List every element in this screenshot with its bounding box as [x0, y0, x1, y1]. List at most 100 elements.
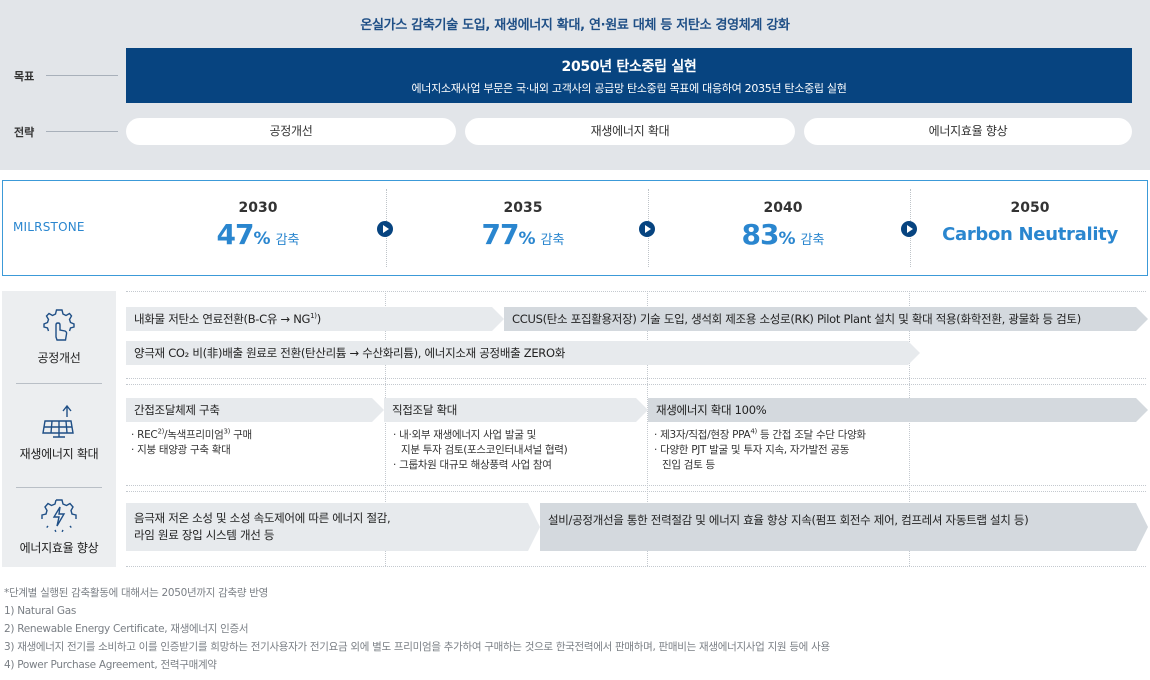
footnote-mark: 3) — [223, 427, 231, 436]
category-label: 재생에너지 확대 — [19, 447, 99, 461]
reduction-number: 77 — [481, 218, 519, 251]
bullet-text: 지붕 태양광 구축 확대 — [137, 444, 231, 456]
process-bar-ccus: CCUS(탄소 포집활용저장) 기술 도입, 생석회 제조용 소성로(RK) P… — [504, 307, 1148, 331]
milestone-2040: 2040 83% 감축 — [655, 181, 911, 275]
strategy-pill-process: 공정개선 — [126, 118, 456, 145]
category-sidebar: 공정개선 재생에너지 확대 에너지효율 향상 — [2, 291, 116, 567]
renewable-bullets-indirect: · REC2)/녹색프리미엄3) 구매 · 지붕 태양광 구축 확대 — [130, 428, 380, 458]
arrow-right-icon — [901, 221, 917, 237]
gear-lightning-icon — [41, 499, 77, 533]
efficiency-bar-anode: 음극재 저온 소성 및 소성 속도제어에 따른 에너지 절감, 라임 원료 장입… — [126, 503, 540, 551]
bar-text: 내화물 저탄소 연료전환(B-C유 → NG — [134, 312, 311, 326]
strategy-label-line — [46, 131, 118, 132]
goal-box: 2050년 탄소중립 실현 에너지소재사업 부문은 국·내외 고객사의 공급망 … — [126, 48, 1132, 103]
reduction-unit: 감축 — [540, 233, 565, 248]
solar-panel-icon — [42, 404, 74, 438]
footnote: 2) Renewable Energy Certificate, 재생에너지 인… — [4, 623, 249, 635]
milestone-value: 77% 감축 — [394, 218, 652, 251]
strategy-label: 전략 — [14, 126, 35, 139]
bullet-text: 다양한 PJT 발굴 및 투자 지속, 자가발전 공동 — [660, 444, 850, 456]
milestone-2030: 2030 47% 감축 — [129, 181, 387, 275]
goal-label-line — [46, 75, 118, 76]
bar-text: ) — [316, 312, 321, 326]
arrow-right-icon — [639, 221, 655, 237]
grid-line — [126, 491, 1146, 492]
bullet-text: 그룹차원 대규모 해상풍력 사업 참여 — [399, 459, 552, 471]
bullet-item: · 그룹차원 대규모 해상풍력 사업 참여 — [393, 459, 552, 471]
bullet-item: · REC2)/녹색프리미엄3) 구매 — [131, 427, 252, 441]
percent-sign: % — [518, 229, 536, 249]
percent-sign: % — [778, 229, 796, 249]
grid-line — [126, 566, 1146, 567]
reduction-unit: 감축 — [275, 233, 300, 248]
bullet-text: 진입 검토 등 — [662, 459, 715, 471]
footnote-mark: 4) — [750, 427, 757, 436]
renewable-bullets-100: · 제3자/직접/현장 PPA4) 등 간접 조달 수단 다양화 · 다양한 P… — [653, 428, 905, 473]
process-bar-fuel: 내화물 저탄소 연료전환(B-C유 → NG1)) — [126, 307, 504, 331]
efficiency-bar-facility: 설비/공정개선을 통한 전력절감 및 에너지 효율 향상 지속(펌프 회전수 제… — [540, 503, 1148, 551]
renewable-bar-direct: 직접조달 확대 — [384, 398, 648, 422]
category-efficiency: 에너지효율 향상 — [2, 497, 116, 556]
category-renewable: 재생에너지 확대 — [2, 403, 116, 462]
footnotes: *단계별 실행된 감축활동에 대해서는 2050년까지 감축량 반영 1) Na… — [4, 584, 830, 674]
category-label: 에너지효율 향상 — [19, 541, 99, 555]
reduction-number: 83 — [741, 218, 779, 251]
bar-text: 음극재 저온 소성 및 소성 속도제어에 따른 에너지 절감, — [134, 511, 391, 525]
milestone-panel: MILRSTONE 2030 47% 감축 2035 77% 감축 2040 8… — [2, 180, 1148, 276]
bullet-item: · 지붕 태양광 구축 확대 — [131, 444, 231, 456]
milestone-year: 2030 — [238, 200, 278, 216]
renewable-bar-indirect: 간접조달체제 구축 — [126, 398, 384, 422]
renewable-bullets-direct: · 내·외부 재생에너지 사업 발굴 및 지분 투자 검토(포스코인터내셔널 협력… — [392, 428, 642, 473]
milestone-year: 2035 — [503, 200, 543, 216]
reduction-number: 47 — [216, 218, 254, 251]
footnote: *단계별 실행된 감축활동에 대해서는 2050년까지 감축량 반영 — [4, 587, 268, 599]
milestone-value: 47% 감축 — [129, 218, 387, 251]
goal-label: 목표 — [14, 70, 35, 83]
category-process: 공정개선 — [2, 307, 116, 366]
grid-line — [909, 291, 910, 566]
header-title: 온실가스 감축기술 도입, 재생에너지 확대, 연·원료 대체 등 저탄소 경영… — [360, 18, 790, 33]
bullet-text: 등 간접 조달 수단 다양화 — [757, 429, 866, 441]
bullet-text: 내·외부 재생에너지 사업 발굴 및 — [399, 429, 536, 441]
footnote: 4) Power Purchase Agreement, 전력구매계약 — [4, 659, 217, 671]
strategy-pill-renewable: 재생에너지 확대 — [465, 118, 795, 145]
carbon-neutrality-text: Carbon Neutrality — [942, 224, 1118, 245]
footnote: 3) 재생에너지 전기를 소비하고 이를 인증받기를 희망하는 전기사용자가 전… — [4, 641, 830, 653]
goal-title: 2050년 탄소중립 실현 — [561, 59, 697, 75]
milestone-2050: 2050 Carbon Neutrality — [915, 181, 1145, 275]
bullet-item: · 다양한 PJT 발굴 및 투자 지속, 자가발전 공동 진입 검토 등 — [654, 444, 850, 471]
bar-text: 라임 원료 장입 시스템 개선 등 — [134, 528, 275, 542]
goal-subtitle: 에너지소재사업 부문은 국·내외 고객사의 공급망 탄소중립 목표에 대응하여 … — [411, 82, 847, 95]
grid-line — [126, 291, 1146, 292]
renewable-bar-100: 재생에너지 확대 100% — [648, 398, 1148, 422]
bullet-text: 구매 — [230, 429, 252, 441]
strategy-pill-efficiency: 에너지효율 향상 — [804, 118, 1132, 145]
bullet-text: 제3자/직접/현장 PPA — [660, 429, 751, 441]
category-divider — [16, 383, 102, 384]
arrow-right-icon — [377, 221, 393, 237]
grid-line — [647, 291, 648, 566]
bullet-item: · 내·외부 재생에너지 사업 발굴 및 지분 투자 검토(포스코인터내셔널 협력… — [393, 429, 568, 456]
process-bar-cathode: 양극재 CO₂ 비(非)배출 원료로 전환(탄산리튬 → 수산화리튬), 에너지… — [126, 341, 920, 365]
category-label: 공정개선 — [37, 351, 81, 365]
milestone-label: MILRSTONE — [13, 220, 85, 234]
footnote-mark: 1) — [310, 312, 317, 321]
grid-line — [385, 291, 386, 566]
milestone-year: 2040 — [763, 200, 803, 216]
bullet-item: · 제3자/직접/현장 PPA4) 등 간접 조달 수단 다양화 — [654, 427, 866, 441]
reduction-unit: 감축 — [800, 233, 825, 248]
grid-line — [126, 485, 1146, 486]
grid-line — [126, 378, 1146, 379]
footnote: 1) Natural Gas — [4, 605, 77, 617]
goal-strategy-panel: 온실가스 감축기술 도입, 재생에너지 확대, 연·원료 대체 등 저탄소 경영… — [0, 0, 1150, 170]
bullet-text: REC — [137, 429, 158, 441]
milestone-value: 83% 감축 — [655, 218, 911, 251]
milestone-year: 2050 — [1010, 200, 1050, 216]
footnote-mark: 2) — [157, 427, 165, 436]
grid-line — [126, 384, 1146, 385]
percent-sign: % — [253, 229, 271, 249]
bullet-text: /녹색프리미엄 — [164, 429, 224, 441]
milestone-2035: 2035 77% 감축 — [394, 181, 652, 275]
bullet-text: 지분 투자 검토(포스코인터내셔널 협력) — [401, 444, 568, 456]
category-divider — [16, 487, 102, 488]
